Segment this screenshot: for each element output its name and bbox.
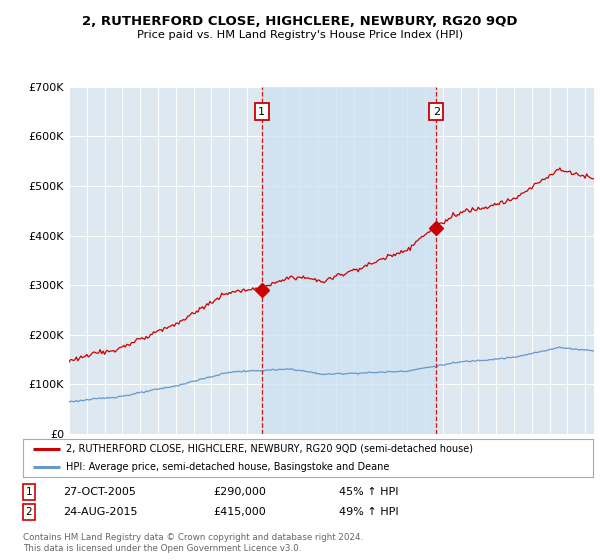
Text: Contains HM Land Registry data © Crown copyright and database right 2024.
This d: Contains HM Land Registry data © Crown c… <box>23 534 363 553</box>
Text: £415,000: £415,000 <box>213 507 266 517</box>
Text: 2, RUTHERFORD CLOSE, HIGHCLERE, NEWBURY, RG20 9QD (semi-detached house): 2, RUTHERFORD CLOSE, HIGHCLERE, NEWBURY,… <box>65 444 473 454</box>
Text: £290,000: £290,000 <box>213 487 266 497</box>
Text: 1: 1 <box>258 106 265 116</box>
Text: 2: 2 <box>25 507 32 517</box>
Text: 27-OCT-2005: 27-OCT-2005 <box>63 487 136 497</box>
Text: 2: 2 <box>433 106 440 116</box>
Text: 24-AUG-2015: 24-AUG-2015 <box>63 507 137 517</box>
Text: HPI: Average price, semi-detached house, Basingstoke and Deane: HPI: Average price, semi-detached house,… <box>65 462 389 472</box>
Bar <box>262 87 436 434</box>
Text: 45% ↑ HPI: 45% ↑ HPI <box>339 487 398 497</box>
Text: Price paid vs. HM Land Registry's House Price Index (HPI): Price paid vs. HM Land Registry's House … <box>137 30 463 40</box>
Text: 49% ↑ HPI: 49% ↑ HPI <box>339 507 398 517</box>
Text: 2, RUTHERFORD CLOSE, HIGHCLERE, NEWBURY, RG20 9QD: 2, RUTHERFORD CLOSE, HIGHCLERE, NEWBURY,… <box>82 15 518 28</box>
Text: 1: 1 <box>25 487 32 497</box>
